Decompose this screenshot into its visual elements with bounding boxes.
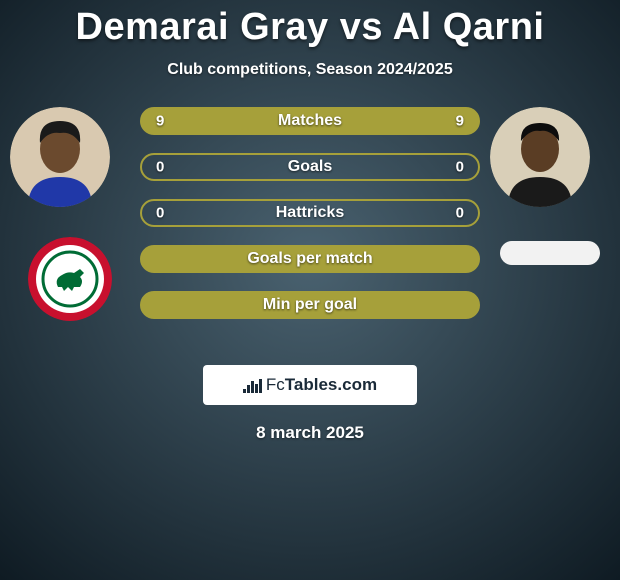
branding-prefix: Fc: [266, 375, 285, 394]
stat-bar: Goals per match: [140, 245, 480, 273]
branding-text: FcTables.com: [266, 375, 377, 395]
stat-bar-value-right: 9: [456, 113, 464, 130]
player-right-avatar: [490, 107, 590, 207]
stat-bar: Min per goal: [140, 291, 480, 319]
player-left-avatar: [10, 107, 110, 207]
stat-bar: Matches 9 9: [140, 107, 480, 135]
chart-icon: [243, 377, 262, 393]
stat-bar-label: Goals: [288, 158, 332, 176]
club-left-logo: ETTIFAQ F.C: [28, 237, 112, 321]
stat-bar-value-right: 0: [456, 205, 464, 222]
subtitle: Club competitions, Season 2024/2025: [167, 61, 452, 79]
stat-bar: Goals 0 0: [140, 153, 480, 181]
stat-bar-value-left: 0: [156, 205, 164, 222]
date-text: 8 march 2025: [256, 423, 364, 443]
stat-bars: Matches 9 9 Goals 0 0 Hattricks 0 0 Goals per mat…: [140, 107, 480, 319]
stat-bar-label: Hattricks: [276, 204, 344, 222]
stat-bar-label: Min per goal: [263, 296, 357, 314]
club-right-pill: [500, 241, 600, 265]
comparison-row: ETTIFAQ F.C Matches99Goals00Hattricks00G…: [0, 107, 620, 347]
branding-suffix: Tables.com: [285, 375, 377, 394]
stat-bar: Hattricks 0 0: [140, 199, 480, 227]
stat-bar-value-left: 0: [156, 159, 164, 176]
stat-bar-label: Matches: [278, 112, 342, 130]
stat-bar-label: Goals per match: [247, 250, 372, 268]
stat-bar-value-left: 9: [156, 113, 164, 130]
branding-badge: FcTables.com: [203, 365, 417, 405]
stat-bar-value-right: 0: [456, 159, 464, 176]
page-title: Demarai Gray vs Al Qarni: [76, 6, 545, 49]
